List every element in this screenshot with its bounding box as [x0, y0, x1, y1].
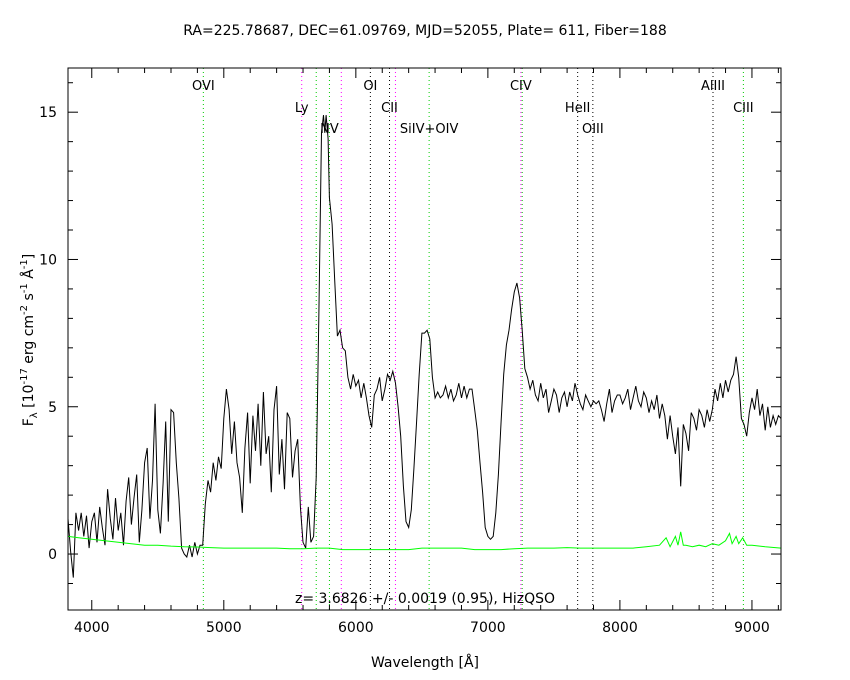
emission-line-label: CIV	[510, 79, 532, 94]
emission-line-label: CIII	[733, 101, 754, 116]
emission-line-label: OIII	[582, 122, 604, 137]
y-tick-label: 0	[48, 547, 57, 563]
error-series-line	[67, 531, 782, 551]
emission-line-label: NV	[320, 122, 339, 137]
x-axis-label: Wavelength [Å]	[371, 654, 479, 671]
x-tick-label: 7000	[470, 620, 506, 636]
x-tick-label: 9000	[734, 620, 770, 636]
emission-line-label: CII	[381, 101, 398, 116]
plot-frame	[67, 67, 782, 611]
x-tick-label: 4000	[74, 620, 110, 636]
redshift-annotation: z= 3.6826 +/- 0.0019 (0.95), HizQSO	[295, 591, 555, 607]
y-tick-label: 10	[39, 252, 57, 268]
x-tick-label: 5000	[206, 620, 242, 636]
spectrum-series	[67, 115, 782, 578]
axis-ticks: 4000 5000 6000 7000 8000 9000 0 5 10 15	[39, 68, 781, 636]
y-axis-label: Fλ [10-17 erg cm-2 s-1 Å-1]	[19, 254, 40, 427]
emission-line-label: OVI	[192, 79, 215, 94]
emission-line-markers	[202, 68, 744, 610]
emission-line-label: HeII	[565, 101, 590, 116]
x-tick-label: 6000	[338, 620, 374, 636]
y-tick-label: 15	[39, 105, 57, 121]
emission-line-label: Ly	[295, 101, 309, 116]
emission-line-label: SiIV+OIV	[400, 122, 459, 137]
emission-line-label: AlIII	[701, 79, 725, 94]
flux-series-line	[67, 115, 782, 578]
y-tick-label: 5	[48, 400, 57, 416]
x-tick-label: 8000	[602, 620, 638, 636]
emission-line-label: OI	[363, 79, 377, 94]
plot-title: RA=225.78687, DEC=61.09769, MJD=52055, P…	[183, 23, 667, 39]
